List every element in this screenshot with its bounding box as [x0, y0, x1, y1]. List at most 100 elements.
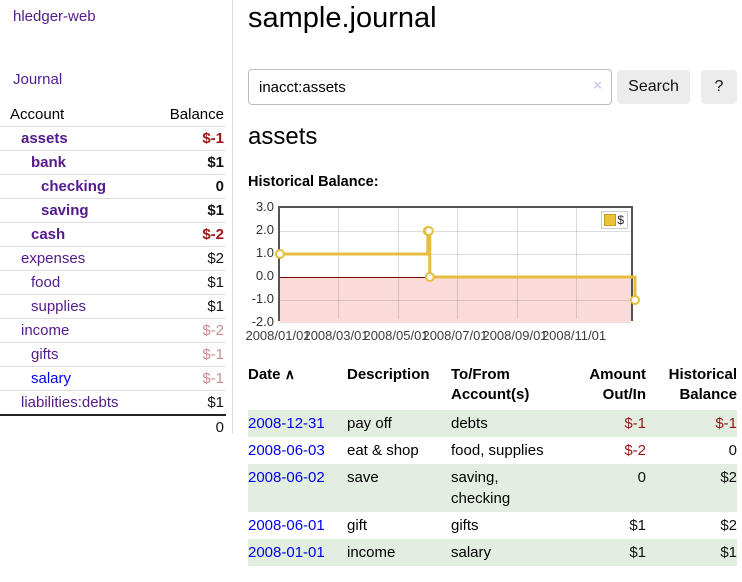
account-balance: $-1 — [202, 346, 224, 363]
transaction-balance: $2 — [720, 516, 737, 534]
transaction-description: income — [347, 543, 396, 561]
column-header-accounts: To/From Account(s) — [451, 366, 530, 404]
main-content: sample.journal × Search ? assets Histori… — [245, 0, 738, 566]
transaction-date-link[interactable]: 2008-06-01 — [248, 516, 325, 534]
account-row: supplies $1 — [0, 294, 226, 319]
accounts-total-row: 0 — [0, 415, 226, 439]
x-axis-tick: 2008/05/01 — [363, 328, 429, 343]
transaction-amount: 0 — [637, 468, 646, 486]
account-balance: $1 — [207, 274, 224, 291]
account-link-checking[interactable]: checking — [41, 178, 107, 195]
legend-label: $ — [617, 213, 624, 227]
clear-search-icon[interactable]: × — [593, 77, 602, 94]
account-balance: $-2 — [202, 322, 224, 339]
account-link-food[interactable]: food — [31, 274, 61, 291]
negative-region — [280, 277, 631, 323]
x-axis-tick: 2008/03/01 — [303, 328, 369, 343]
page-title: sample.journal — [248, 2, 437, 34]
search-button[interactable]: Search — [617, 70, 690, 104]
y-axis-tick: 3.0 — [255, 199, 274, 214]
transaction-accounts: gifts — [451, 516, 479, 534]
transaction-date-link[interactable]: 2008-12-31 — [248, 414, 325, 432]
account-link-assets[interactable]: assets — [21, 130, 68, 147]
x-axis-tick: 2008/01/01 — [245, 328, 311, 343]
account-link-income[interactable]: income — [21, 322, 70, 339]
transaction-amount: $1 — [629, 516, 646, 534]
legend-swatch-icon — [604, 214, 617, 226]
register-table: Date ∧ Description To/From Account(s) Am… — [248, 363, 737, 566]
plot-area: $ — [275, 206, 640, 323]
account-row: gifts $-1 — [0, 342, 226, 367]
account-row: food $1 — [0, 270, 226, 295]
account-row: assets $-1 — [0, 126, 226, 151]
account-balance: $-1 — [202, 130, 224, 147]
column-header-description: Description — [347, 366, 430, 383]
transaction-amount: $-2 — [624, 441, 646, 459]
y-axis-tick: 1.0 — [255, 245, 274, 260]
column-header-balance: Historical Balance — [668, 366, 737, 404]
column-header-amount: Amount Out/In — [589, 366, 646, 404]
transaction-amount: $1 — [629, 543, 646, 561]
account-balance: $-1 — [202, 370, 224, 387]
transaction-description: pay off — [347, 414, 392, 432]
account-link-saving[interactable]: saving — [41, 202, 89, 219]
transaction-date-link[interactable]: 2008-01-01 — [248, 543, 325, 561]
transaction-amount: $-1 — [624, 414, 646, 432]
search-form: × Search ? — [248, 69, 738, 105]
account-balance: $1 — [207, 298, 224, 315]
account-row: bank $1 — [0, 150, 226, 175]
transaction-row: 2008-06-03 eat & shop food, supplies $-2… — [248, 437, 737, 464]
transaction-accounts: debts — [451, 414, 488, 432]
account-row: checking 0 — [0, 174, 226, 199]
transaction-accounts: food, supplies — [451, 441, 544, 459]
column-header-date[interactable]: Date ∧ — [248, 366, 295, 383]
account-row: cash $-2 — [0, 222, 226, 247]
transaction-date-link[interactable]: 2008-06-03 — [248, 441, 325, 459]
search-input[interactable] — [248, 69, 612, 105]
historical-balance-chart: 3.0 2.0 1.0 0.0 -1.0 -2.0 $ 2008/01/01 2… — [245, 199, 640, 345]
accounts-total-value: 0 — [215, 419, 224, 436]
transaction-accounts: salary — [451, 543, 492, 561]
account-link-bank[interactable]: bank — [31, 154, 67, 171]
account-link-cash[interactable]: cash — [31, 226, 66, 243]
y-axis-tick: -1.0 — [251, 291, 274, 306]
account-balance: $-2 — [202, 226, 224, 243]
account-balance: $1 — [207, 202, 224, 219]
y-axis-tick: -2.0 — [251, 314, 274, 329]
transaction-row: 2008-01-01 income salary $1 $1 — [248, 538, 737, 566]
account-row: expenses $2 — [0, 246, 226, 271]
sidebar: hledger-web Journal Account Balance asse… — [0, 0, 233, 436]
account-balance: $2 — [207, 250, 224, 267]
transaction-row: 2008-06-02 save saving, checking 0 $2 — [248, 463, 737, 512]
help-button[interactable]: ? — [701, 70, 737, 104]
transaction-balance: $2 — [720, 468, 737, 486]
account-balance: 0 — [215, 178, 224, 195]
sidebar-item-journal[interactable]: Journal — [13, 71, 63, 88]
brand-link[interactable]: hledger-web — [13, 8, 96, 25]
transaction-description: gift — [347, 516, 368, 534]
account-link-liabilities-debts[interactable]: liabilities:debts — [21, 394, 119, 411]
balance-line-series — [275, 226, 640, 305]
y-axis-tick: 0.0 — [255, 268, 274, 283]
register-header-row: Date ∧ Description To/From Account(s) Am… — [248, 363, 737, 410]
transaction-description: eat & shop — [347, 441, 419, 459]
y-axis-tick: 2.0 — [255, 222, 274, 237]
x-axis-tick: 2008/07/01 — [422, 328, 488, 343]
x-axis-tick: 2008/09/01 — [482, 328, 548, 343]
transaction-balance: $1 — [720, 543, 737, 561]
transaction-row: 2008-12-31 pay off debts $-1 $-1 — [248, 409, 737, 437]
transaction-balance: $-1 — [715, 414, 737, 432]
balance-column-header: Balance — [169, 106, 224, 123]
account-balance: $1 — [207, 394, 224, 411]
account-link-expenses[interactable]: expenses — [21, 250, 86, 267]
transaction-date-link[interactable]: 2008-06-02 — [248, 468, 325, 486]
sort-ascending-icon: ∧ — [284, 366, 295, 382]
account-link-gifts[interactable]: gifts — [31, 346, 59, 363]
account-link-supplies[interactable]: supplies — [31, 298, 87, 315]
account-row: liabilities:debts $1 — [0, 390, 226, 416]
transaction-row: 2008-06-01 gift gifts $1 $2 — [248, 512, 737, 539]
accounts-column-header: Account — [10, 106, 65, 123]
account-link-salary[interactable]: salary — [31, 370, 72, 387]
chart-legend: $ — [601, 211, 628, 229]
x-axis-tick: 2008/11/01 — [541, 328, 607, 343]
